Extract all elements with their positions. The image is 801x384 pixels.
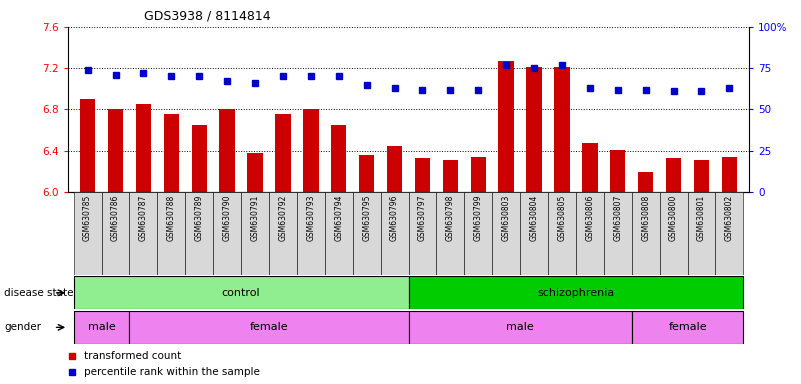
- Bar: [102, 192, 130, 275]
- Bar: [241, 192, 269, 275]
- Bar: [694, 160, 709, 192]
- Bar: [387, 146, 402, 192]
- Bar: [157, 192, 185, 275]
- Bar: [604, 192, 632, 275]
- Bar: [276, 114, 291, 192]
- Bar: [80, 99, 95, 192]
- Bar: [687, 192, 715, 275]
- Bar: [610, 150, 626, 192]
- Bar: [582, 144, 598, 192]
- Bar: [465, 192, 493, 275]
- Bar: [269, 192, 297, 275]
- Bar: [632, 192, 660, 275]
- Text: female: female: [250, 322, 288, 333]
- Bar: [324, 192, 352, 275]
- Bar: [409, 192, 437, 275]
- Bar: [666, 158, 682, 192]
- Text: schizophrenia: schizophrenia: [537, 288, 614, 298]
- Bar: [303, 109, 319, 192]
- Bar: [409, 311, 632, 344]
- Text: GSM630806: GSM630806: [586, 194, 594, 241]
- Bar: [638, 172, 654, 192]
- Text: male: male: [87, 322, 115, 333]
- Text: transformed count: transformed count: [83, 351, 181, 361]
- Text: GSM630786: GSM630786: [111, 194, 120, 241]
- Bar: [415, 158, 430, 192]
- Bar: [409, 276, 743, 309]
- Bar: [74, 192, 102, 275]
- Text: GSM630791: GSM630791: [251, 194, 260, 241]
- Text: GSM630788: GSM630788: [167, 194, 176, 241]
- Text: disease state: disease state: [4, 288, 74, 298]
- Bar: [74, 311, 130, 344]
- Bar: [108, 109, 123, 192]
- Bar: [380, 192, 409, 275]
- Bar: [130, 192, 157, 275]
- Text: GSM630798: GSM630798: [446, 194, 455, 241]
- Bar: [526, 67, 541, 192]
- Bar: [163, 114, 179, 192]
- Bar: [498, 61, 514, 192]
- Bar: [520, 192, 548, 275]
- Bar: [248, 153, 263, 192]
- Text: GSM630803: GSM630803: [501, 194, 511, 241]
- Text: GSM630805: GSM630805: [557, 194, 566, 241]
- Bar: [437, 192, 465, 275]
- Bar: [554, 67, 570, 192]
- Bar: [74, 276, 409, 309]
- Text: GSM630807: GSM630807: [614, 194, 622, 241]
- Text: percentile rank within the sample: percentile rank within the sample: [83, 367, 260, 377]
- Bar: [130, 311, 409, 344]
- Text: GSM630792: GSM630792: [279, 194, 288, 241]
- Bar: [219, 109, 235, 192]
- Bar: [213, 192, 241, 275]
- Text: GSM630787: GSM630787: [139, 194, 148, 241]
- Bar: [493, 192, 520, 275]
- Text: gender: gender: [4, 322, 41, 333]
- Bar: [576, 192, 604, 275]
- Bar: [722, 157, 737, 192]
- Text: GSM630790: GSM630790: [223, 194, 231, 241]
- Text: GSM630789: GSM630789: [195, 194, 203, 241]
- Text: GSM630796: GSM630796: [390, 194, 399, 241]
- Bar: [331, 125, 346, 192]
- Text: GSM630795: GSM630795: [362, 194, 371, 241]
- Text: GSM630808: GSM630808: [641, 194, 650, 241]
- Bar: [660, 192, 687, 275]
- Bar: [359, 155, 374, 192]
- Bar: [297, 192, 324, 275]
- Text: female: female: [668, 322, 706, 333]
- Text: GSM630802: GSM630802: [725, 194, 734, 241]
- Text: GSM630793: GSM630793: [306, 194, 316, 241]
- Bar: [191, 125, 207, 192]
- Bar: [548, 192, 576, 275]
- Text: GSM630801: GSM630801: [697, 194, 706, 241]
- Bar: [352, 192, 380, 275]
- Text: GSM630797: GSM630797: [418, 194, 427, 241]
- Bar: [443, 160, 458, 192]
- Text: GSM630800: GSM630800: [669, 194, 678, 241]
- Text: male: male: [506, 322, 534, 333]
- Text: control: control: [222, 288, 260, 298]
- Bar: [471, 157, 486, 192]
- Bar: [632, 311, 743, 344]
- Text: GSM630785: GSM630785: [83, 194, 92, 241]
- Text: GDS3938 / 8114814: GDS3938 / 8114814: [144, 10, 271, 23]
- Bar: [135, 104, 151, 192]
- Bar: [715, 192, 743, 275]
- Bar: [185, 192, 213, 275]
- Text: GSM630804: GSM630804: [529, 194, 538, 241]
- Text: GSM630799: GSM630799: [473, 194, 483, 241]
- Text: GSM630794: GSM630794: [334, 194, 344, 241]
